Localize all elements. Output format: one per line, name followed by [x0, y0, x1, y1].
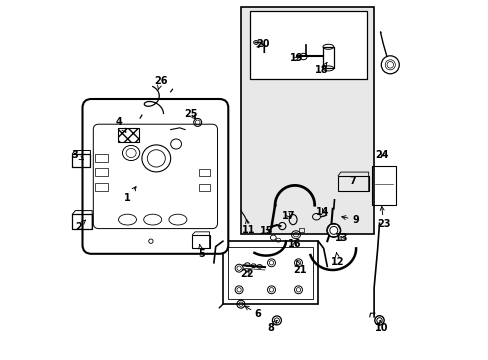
Ellipse shape — [235, 286, 243, 294]
Text: 14: 14 — [316, 207, 329, 217]
Text: 13: 13 — [335, 233, 348, 243]
Text: 9: 9 — [341, 215, 358, 225]
Text: 15: 15 — [260, 226, 273, 236]
Text: 21: 21 — [293, 261, 306, 275]
Text: 1: 1 — [124, 186, 136, 203]
Bar — [223, 241, 318, 304]
Bar — [72, 214, 92, 229]
Bar — [199, 184, 210, 191]
Bar — [72, 154, 90, 167]
Text: 22: 22 — [240, 269, 254, 279]
Text: 16: 16 — [287, 239, 301, 249]
Text: 26: 26 — [154, 76, 167, 90]
Text: 25: 25 — [184, 109, 198, 119]
Text: 2: 2 — [75, 220, 85, 232]
Ellipse shape — [294, 259, 302, 267]
Bar — [322, 47, 333, 68]
Bar — [249, 11, 366, 79]
Text: 8: 8 — [267, 320, 277, 333]
Bar — [192, 235, 209, 248]
Bar — [95, 183, 107, 191]
Ellipse shape — [267, 259, 275, 267]
Text: 4: 4 — [116, 117, 125, 132]
Text: 5: 5 — [198, 244, 204, 259]
Text: 10: 10 — [374, 320, 388, 333]
Bar — [337, 176, 368, 191]
Ellipse shape — [294, 286, 302, 294]
Ellipse shape — [381, 56, 399, 74]
Bar — [95, 154, 107, 162]
Text: 18: 18 — [314, 62, 328, 75]
Text: 20: 20 — [256, 39, 269, 49]
Ellipse shape — [235, 264, 243, 272]
Text: 6: 6 — [244, 306, 261, 319]
Bar — [199, 169, 210, 176]
Text: 3: 3 — [71, 150, 83, 160]
Text: 7: 7 — [348, 176, 355, 186]
Bar — [371, 166, 395, 205]
Text: 11: 11 — [242, 220, 255, 235]
Bar — [298, 228, 303, 232]
Text: 19: 19 — [289, 53, 303, 63]
Text: 23: 23 — [376, 206, 390, 229]
Text: 17: 17 — [282, 211, 295, 221]
FancyBboxPatch shape — [82, 99, 228, 254]
Text: 24: 24 — [374, 150, 388, 160]
Bar — [228, 247, 312, 299]
Ellipse shape — [267, 286, 275, 294]
Ellipse shape — [326, 224, 340, 237]
Text: 12: 12 — [331, 253, 344, 267]
Bar — [241, 7, 373, 234]
Bar — [95, 168, 107, 176]
Bar — [118, 128, 139, 142]
